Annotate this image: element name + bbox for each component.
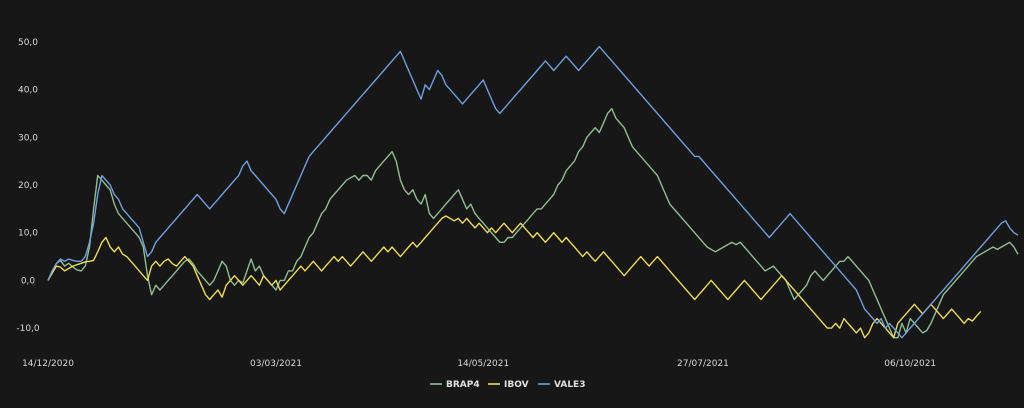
x-tick-label: 27/07/2021 <box>677 359 729 369</box>
y-tick-label: 10,0 <box>18 229 38 239</box>
y-tick-label: 20,0 <box>18 181 38 191</box>
legend-item-vale3[interactable]: VALE3 <box>538 380 585 390</box>
series-line-ibov <box>47 215 982 339</box>
y-tick-label: -10,0 <box>16 324 40 334</box>
legend-label: BRAP4 <box>446 380 480 390</box>
y-tick-label: 30,0 <box>18 133 38 143</box>
y-tick-label: 40,0 <box>18 86 38 96</box>
x-tick-label: 14/05/2021 <box>457 359 509 369</box>
legend-label: VALE3 <box>554 380 585 390</box>
legend-item-brap4[interactable]: BRAP4 <box>430 380 480 390</box>
legend-label: IBOV <box>504 380 529 390</box>
y-tick-label: 50,0 <box>18 38 38 48</box>
x-tick-label: 06/10/2021 <box>884 359 936 369</box>
y-axis: -10,0 0,0 10,0 20,0 30,0 40,0 50,0 <box>16 38 40 334</box>
legend-item-ibov[interactable]: IBOV <box>488 380 529 390</box>
legend: BRAP4 IBOV VALE3 <box>430 380 585 390</box>
y-tick-label: 0,0 <box>21 276 36 286</box>
x-tick-label: 14/12/2020 <box>22 359 74 369</box>
series-line-brap4 <box>47 108 1019 339</box>
series-lines <box>47 45 1019 339</box>
series-line-vale3 <box>47 45 1019 339</box>
x-axis: 14/12/2020 03/03/2021 14/05/2021 27/07/2021… <box>22 359 936 369</box>
x-tick-label: 03/03/2021 <box>250 359 302 369</box>
